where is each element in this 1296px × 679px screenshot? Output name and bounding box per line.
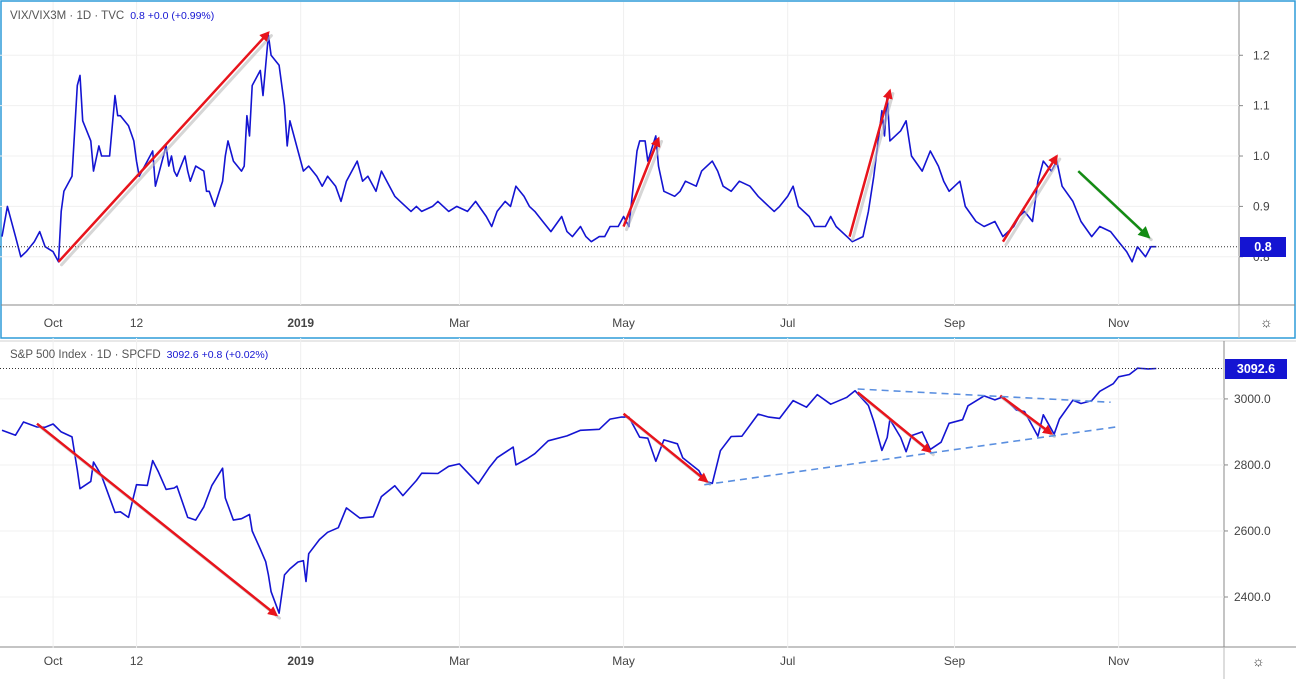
y-tick-label: 1.0 xyxy=(1253,149,1270,163)
series-line xyxy=(1,367,1157,615)
red-arrow[interactable] xyxy=(848,88,893,237)
x-tick-label: Nov xyxy=(1108,654,1129,668)
red-arrow[interactable] xyxy=(856,391,932,454)
x-tick-label: Mar xyxy=(449,316,470,330)
y-tick-label: 0.9 xyxy=(1253,199,1270,213)
spx-grid xyxy=(0,338,1224,648)
spx-settings-gear-icon[interactable]: ☼ xyxy=(1252,653,1265,669)
trend-line[interactable] xyxy=(704,426,1117,486)
y-tick-label: 2400.0 xyxy=(1234,590,1271,604)
series-line xyxy=(1,34,1157,263)
spx-last-value-badge: 3092.6 xyxy=(1225,358,1287,379)
trend-line[interactable] xyxy=(857,388,1111,404)
red-arrow[interactable] xyxy=(57,31,270,263)
x-tick-label: Oct xyxy=(44,654,63,668)
spx-annotations xyxy=(0,368,1224,620)
x-tick-label: 2019 xyxy=(287,654,314,668)
y-tick-label: 3000.0 xyxy=(1234,392,1271,406)
spx-y-ticks: 3000.0 2800.0 2600.0 2400.0 xyxy=(1224,392,1271,604)
x-tick-label: May xyxy=(612,316,635,330)
x-tick-label: Oct xyxy=(44,316,63,330)
x-tick-label: Jul xyxy=(780,654,795,668)
red-arrow[interactable] xyxy=(622,136,661,228)
red-arrow[interactable] xyxy=(1001,154,1058,243)
red-arrow-shadow xyxy=(60,34,273,267)
x-tick-label: 12 xyxy=(130,654,144,668)
x-tick-label: 12 xyxy=(130,316,144,330)
vix-grid xyxy=(0,2,1239,305)
vix-last-value-badge: 0.8 xyxy=(1240,236,1286,257)
vix-legend-symbol: VIX/VIX3M · 1D · TVC xyxy=(10,10,125,22)
spx-x-ticks: Oct 12 2019 Mar May Jul Sep Nov xyxy=(44,654,1130,668)
spx-legend[interactable]: S&P 500 Index · 1D · SPCFD 3092.6 +0.8 (+… xyxy=(10,349,268,361)
vix-legend-values: 0.8 +0.0 (+0.99%) xyxy=(130,10,215,22)
x-tick-label: Jul xyxy=(780,316,795,330)
vix-y-ticks: 1.21.11.00.90.8 xyxy=(1239,48,1270,264)
red-arrow-shadow xyxy=(625,139,664,232)
x-tick-label: Sep xyxy=(944,654,966,668)
vix-pane-border xyxy=(0,0,1296,339)
y-tick-label: 1.1 xyxy=(1253,99,1270,113)
x-tick-label: 2019 xyxy=(287,316,314,330)
spx-legend-symbol: S&P 500 Index · 1D · SPCFD xyxy=(10,349,161,361)
red-arrow[interactable] xyxy=(999,394,1053,435)
y-tick-label: 2800.0 xyxy=(1234,458,1271,472)
vix-annotations xyxy=(0,31,1239,267)
red-arrow[interactable] xyxy=(36,422,279,617)
red-arrow[interactable] xyxy=(622,412,709,483)
spx-series xyxy=(1,367,1157,615)
spx-legend-values: 3092.6 +0.8 (+0.02%) xyxy=(166,349,269,361)
x-tick-label: Mar xyxy=(449,654,470,668)
vix-x-ticks: Oct 12 2019 Mar May Jul Sep Nov xyxy=(44,316,1130,330)
vix-settings-gear-icon[interactable]: ☼ xyxy=(1260,314,1273,330)
red-arrow-shadow xyxy=(1004,157,1062,247)
x-tick-label: Sep xyxy=(944,316,966,330)
x-tick-label: Nov xyxy=(1108,316,1129,330)
vix-series xyxy=(1,34,1157,263)
y-tick-label: 2600.0 xyxy=(1234,524,1271,538)
vix-legend[interactable]: VIX/VIX3M · 1D · TVC 0.8 +0.0 (+0.99%) xyxy=(10,10,214,22)
red-arrow-shadow xyxy=(851,92,895,242)
x-tick-label: May xyxy=(612,654,635,668)
y-tick-label: 1.2 xyxy=(1253,48,1270,62)
green-arrow[interactable] xyxy=(1077,170,1151,239)
